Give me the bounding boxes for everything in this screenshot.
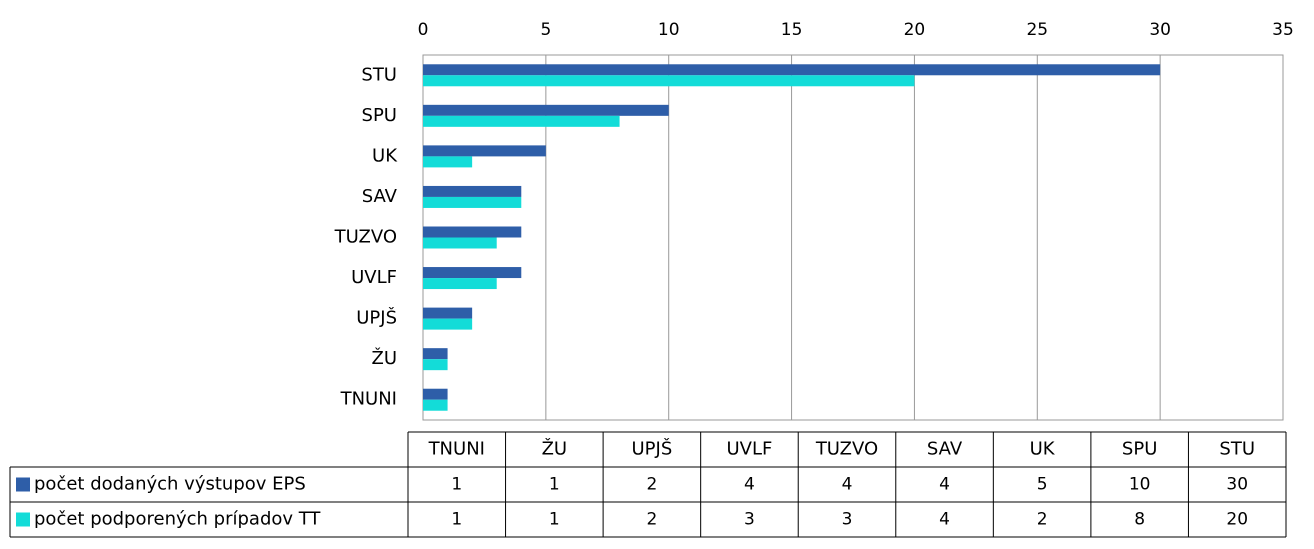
table-value: 1	[549, 510, 560, 530]
bar	[423, 348, 448, 360]
table-header: UPJŠ	[632, 438, 673, 460]
table-header: SAV	[927, 439, 963, 460]
bar	[423, 115, 620, 127]
y-tick-label: STU	[361, 64, 397, 85]
table-value: 20	[1226, 510, 1248, 530]
y-tick-label: UPJŠ	[356, 307, 397, 329]
table-value: 30	[1226, 475, 1248, 495]
x-tick-label: 5	[540, 20, 551, 40]
y-tick-label: SAV	[362, 186, 398, 207]
table-header: UK	[1030, 439, 1056, 460]
legend-label: počet dodaných výstupov EPS	[34, 474, 306, 495]
bar	[423, 185, 522, 197]
x-tick-label: 30	[1149, 20, 1171, 40]
bar	[423, 156, 473, 168]
bar	[423, 359, 448, 371]
table-value: 4	[939, 510, 950, 530]
y-tick-label: TUZVO	[334, 227, 397, 248]
bar	[423, 237, 497, 249]
table-value: 4	[744, 475, 755, 495]
table-value: 2	[646, 475, 657, 495]
table-header: UVLF	[727, 439, 773, 460]
bar	[423, 104, 669, 116]
table-value: 8	[1134, 510, 1145, 530]
table-header: SPU	[1122, 439, 1157, 460]
table-header: TUZVO	[815, 439, 878, 460]
x-tick-label: 10	[658, 20, 680, 40]
bar	[423, 196, 522, 208]
table-value: 3	[842, 510, 853, 530]
bar	[423, 75, 915, 87]
legend-swatch	[16, 477, 30, 492]
bar	[423, 64, 1161, 76]
y-tick-label: UK	[372, 145, 398, 166]
y-tick-label: UVLF	[351, 267, 397, 288]
y-tick-label: TNUNI	[340, 389, 397, 410]
legend-swatch	[16, 512, 30, 527]
table-value: 4	[842, 475, 853, 495]
table-value: 2	[646, 510, 657, 530]
table-header: ŽU	[542, 438, 568, 460]
table-value: 5	[1037, 475, 1048, 495]
table-header: TNUNI	[428, 439, 485, 460]
table-value: 3	[744, 510, 755, 530]
table-header: STU	[1219, 439, 1255, 460]
table-value: 1	[549, 475, 560, 495]
x-tick-label: 0	[418, 20, 429, 40]
x-tick-label: 15	[781, 20, 803, 40]
x-tick-label: 25	[1026, 20, 1048, 40]
bar	[423, 388, 448, 400]
bar	[423, 399, 448, 411]
bar	[423, 307, 473, 319]
x-tick-label: 20	[904, 20, 926, 40]
table-value: 1	[451, 475, 462, 495]
table-value: 1	[451, 510, 462, 530]
y-tick-label: SPU	[362, 105, 397, 126]
bar	[423, 226, 522, 238]
table-value: 4	[939, 475, 950, 495]
legend-label: počet podporených prípadov TT	[34, 509, 321, 530]
y-tick-label: ŽU	[371, 347, 397, 369]
bar	[423, 267, 522, 279]
table-value: 10	[1129, 475, 1151, 495]
bar	[423, 145, 546, 157]
bar	[423, 278, 497, 290]
x-tick-label: 35	[1272, 20, 1294, 40]
table-value: 2	[1037, 510, 1048, 530]
bar	[423, 318, 473, 330]
